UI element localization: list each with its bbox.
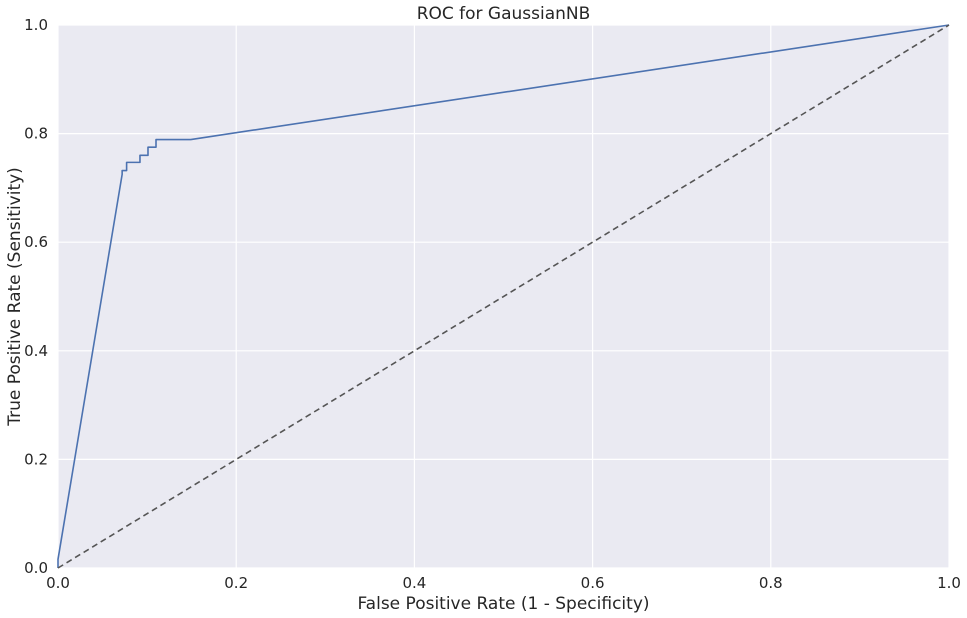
x-tick-label: 0.6	[581, 574, 605, 592]
y-tick-label: 1.0	[24, 16, 48, 34]
y-tick-label: 0.2	[24, 450, 48, 468]
chart-title: ROC for GaussianNB	[417, 4, 591, 24]
grid	[57, 24, 950, 569]
tick-labels: 0.0 0.2 0.4 0.6 0.8 1.0 0.0 0.2 0.4 0.6 0.8 1.0	[24, 16, 961, 592]
y-tick-label: 0.4	[24, 342, 48, 360]
y-axis-label: True Positive Rate (Sensitivity)	[5, 167, 25, 427]
chance-diagonal-line	[57, 24, 950, 569]
y-tick-label: 0.6	[24, 233, 48, 251]
y-tick-label: 0.8	[24, 125, 48, 143]
x-tick-label: 1.0	[937, 574, 961, 592]
x-axis-label: False Positive Rate (1 - Specificity)	[357, 594, 649, 614]
x-tick-label: 0.0	[46, 574, 70, 592]
series-layer	[57, 24, 950, 569]
roc-curve-line	[57, 24, 950, 568]
x-tick-label: 0.2	[224, 574, 248, 592]
y-tick-label: 0.0	[24, 559, 48, 577]
x-tick-label: 0.4	[402, 574, 426, 592]
x-tick-label: 0.8	[759, 574, 783, 592]
